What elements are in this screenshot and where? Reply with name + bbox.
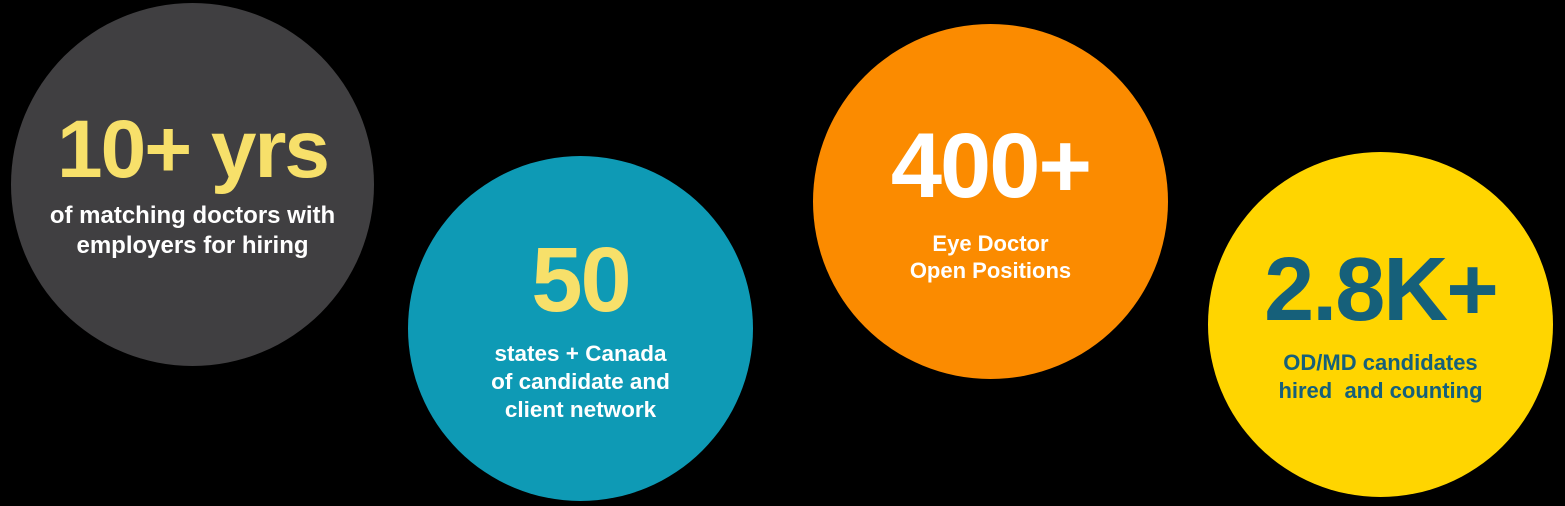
stat-circle-open-positions: 400+ Eye Doctor Open Positions (813, 24, 1168, 379)
stat-label-candidates-hired: OD/MD candidates hired and counting (1278, 349, 1483, 403)
stat-label-states: states + Canada of candidate and client … (491, 340, 670, 422)
stat-circle-candidates-hired: 2.8K+ OD/MD candidates hired and countin… (1208, 152, 1553, 497)
stat-value-open-positions: 400+ (890, 114, 1092, 217)
stat-label-open-positions: Eye Doctor Open Positions (909, 230, 1072, 283)
stat-label-years: of matching doctors with employers for h… (49, 201, 336, 259)
stat-value-candidates-hired: 2.8K+ (1264, 239, 1499, 340)
stat-value-years: 10+ yrs (57, 103, 330, 195)
stat-circle-states-network: 50 states + Canada of candidate and clie… (408, 156, 753, 501)
stat-circle-years-experience: 10+ yrs of matching doctors with employe… (11, 3, 374, 366)
stat-value-states: 50 (531, 228, 631, 331)
